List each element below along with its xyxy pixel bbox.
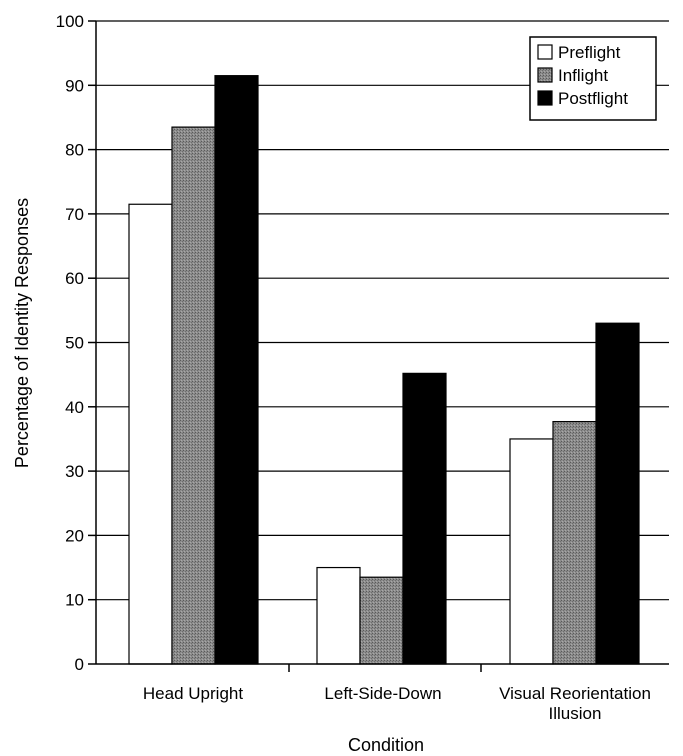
y-tick-label: 0 [75, 655, 84, 674]
legend-swatch-postflight [537, 90, 553, 106]
y-tick-label: 30 [65, 462, 84, 481]
bar-postflight [402, 372, 447, 665]
legend-label-postflight: Postflight [558, 89, 628, 108]
y-tick-label: 50 [65, 334, 84, 353]
x-tick-label: Visual Reorientation [499, 684, 651, 703]
y-tick-label: 70 [65, 205, 84, 224]
legend-swatch-preflight [537, 44, 553, 60]
bar-inflight [171, 126, 216, 665]
y-tick-label: 10 [65, 591, 84, 610]
y-tick-label: 80 [65, 141, 84, 160]
x-tick-labels: Head Upright Left-Side-Down Visual Reorien… [143, 684, 651, 723]
bar-preflight [509, 438, 554, 665]
legend-label-inflight: Inflight [558, 66, 608, 85]
y-tick-labels: 0 10 20 30 40 50 60 70 80 90 100 [56, 12, 84, 674]
legend: Preflight Inflight Postflight [529, 36, 657, 121]
x-tick-label: Illusion [549, 704, 602, 723]
bar-postflight [214, 75, 259, 665]
bar-preflight [316, 566, 361, 665]
x-tick-label: Left-Side-Down [324, 684, 441, 703]
bar-inflight [359, 576, 404, 665]
bar-inflight [552, 420, 597, 665]
bar-preflight [128, 203, 173, 665]
y-tick-label: 20 [65, 526, 84, 545]
legend-label-preflight: Preflight [558, 43, 621, 62]
axes [88, 20, 669, 672]
y-tick-label: 90 [65, 76, 84, 95]
x-axis-title: Condition [348, 735, 424, 755]
bars [128, 75, 640, 665]
bar-postflight [595, 322, 640, 665]
y-tick-label: 60 [65, 269, 84, 288]
y-tick-label: 100 [56, 12, 84, 31]
y-axis-title: Percentage of Identity Responses [12, 198, 32, 468]
legend-swatch-inflight [537, 67, 553, 83]
y-tick-label: 40 [65, 398, 84, 417]
x-tick-label: Head Upright [143, 684, 243, 703]
